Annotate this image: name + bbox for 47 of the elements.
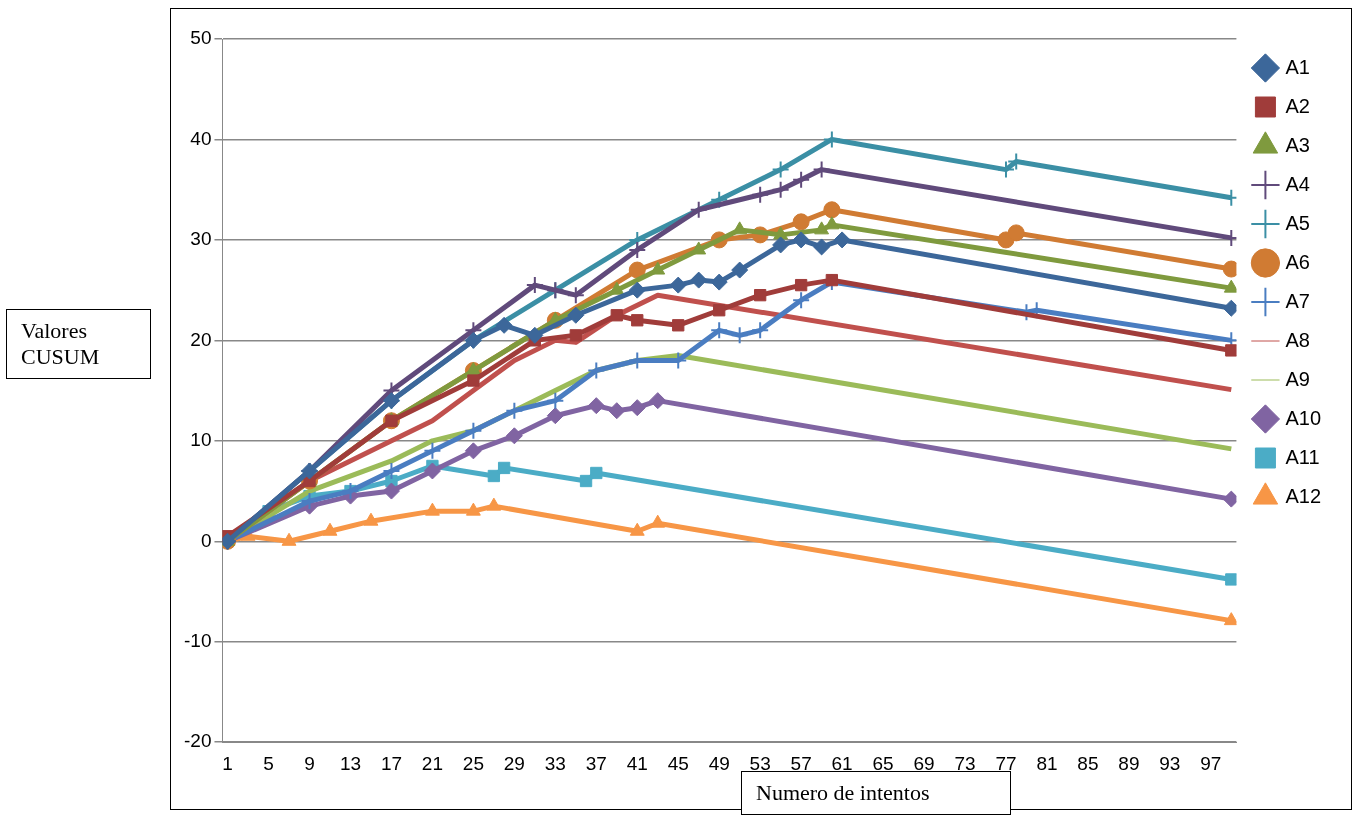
x-tick-label: 69 <box>913 752 935 774</box>
y-tick-label: -10 <box>183 629 212 651</box>
y-tick-label: 20 <box>190 328 212 350</box>
legend-label: A1 <box>1285 55 1310 78</box>
x-tick-label: 81 <box>1036 752 1058 774</box>
x-tick-label: 77 <box>995 752 1017 774</box>
x-tick-label: 17 <box>380 752 403 774</box>
legend-label: A12 <box>1285 484 1322 507</box>
x-tick-label: 89 <box>1118 752 1140 774</box>
x-tick-label: 5 <box>263 752 274 774</box>
x-tick-label: 57 <box>790 752 812 774</box>
y-tick-label: -20 <box>183 730 212 752</box>
y-tick-label: 40 <box>190 127 212 149</box>
x-tick-label: 73 <box>954 752 976 774</box>
x-tick-label: 97 <box>1200 752 1222 774</box>
legend-label: A5 <box>1285 211 1310 234</box>
y-tick-label: 50 <box>190 27 212 49</box>
legend-label: A4 <box>1285 172 1310 195</box>
legend-label: A8 <box>1285 328 1310 351</box>
legend-label: A9 <box>1285 367 1310 390</box>
legend-label: A10 <box>1285 406 1322 429</box>
x-tick-label: 49 <box>708 752 730 774</box>
legend-label: A6 <box>1285 250 1310 273</box>
x-tick-label: 53 <box>749 752 771 774</box>
x-tick-label: 41 <box>626 752 648 774</box>
x-tick-label: 61 <box>831 752 853 774</box>
x-tick-label: 9 <box>304 752 315 774</box>
y-tick-label: 30 <box>190 228 212 250</box>
legend-label: A7 <box>1285 289 1310 312</box>
x-tick-label: 25 <box>462 752 484 774</box>
legend-label: A2 <box>1285 94 1310 117</box>
y-tick-label: 0 <box>200 529 212 551</box>
x-tick-label: 33 <box>544 752 566 774</box>
legend-label: A11 <box>1285 445 1320 468</box>
x-tick-label: 1 <box>222 752 233 774</box>
x-tick-label: 21 <box>421 752 443 774</box>
x-axis-title: Numero de intentos <box>756 780 930 805</box>
x-tick-label: 37 <box>585 752 607 774</box>
y-axis-title: Valores CUSUM <box>6 309 151 379</box>
x-tick-label: 85 <box>1077 752 1099 774</box>
legend-label: A3 <box>1285 133 1310 156</box>
x-tick-label: 93 <box>1159 752 1181 774</box>
x-tick-label: 65 <box>872 752 894 774</box>
x-tick-label: 29 <box>503 752 525 774</box>
x-tick-label: 13 <box>339 752 362 774</box>
y-tick-label: 10 <box>190 429 212 451</box>
x-tick-label: 45 <box>667 752 689 774</box>
